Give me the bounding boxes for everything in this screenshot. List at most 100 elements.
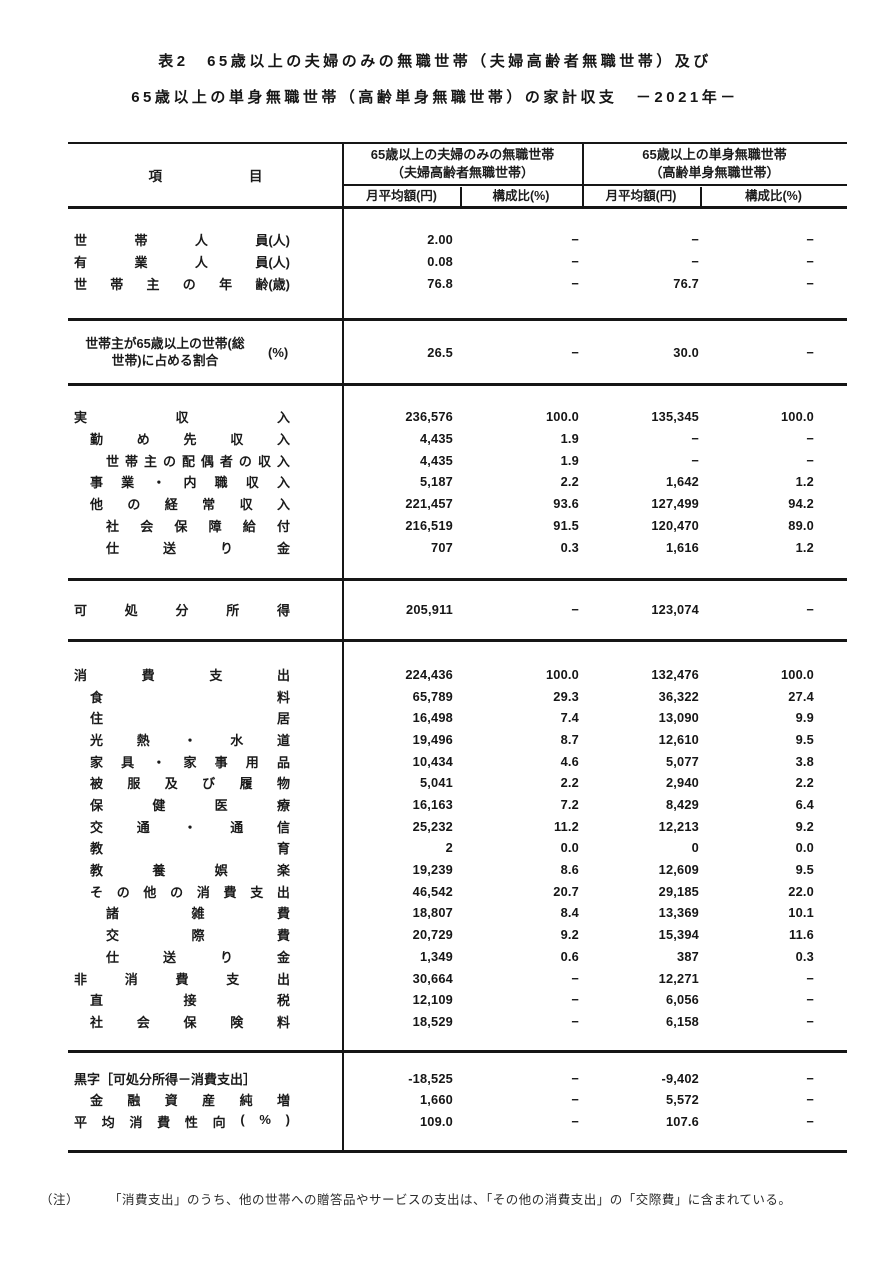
row-label: 世帯主の配偶者の収入: [106, 453, 290, 469]
row-value: −: [806, 1092, 814, 1108]
table-row: 仕送り金 1,349 0.6 387 0.3: [68, 946, 847, 968]
row-value: 19,496: [412, 731, 453, 747]
row-value: 16,498: [412, 710, 453, 726]
row-value: 5,041: [419, 775, 453, 791]
header-monthly-average-couple: 月平均額(円): [366, 189, 437, 203]
row-value: 5,187: [419, 474, 453, 490]
header-composition-ratio-couple: 構成比(%): [492, 189, 550, 203]
row-value: 20.7: [553, 883, 579, 899]
footnote: （注） 「消費支出」のうち、他の世帯への贈答品やサービスの支出は、「その他の消費…: [40, 1189, 870, 1208]
row-label: 教育: [90, 841, 290, 857]
row-value: 2: [445, 840, 453, 856]
table-row: 事業・内職収入 5,187 2.2 1,642 1.2: [68, 471, 847, 493]
table-section-3: 実収入 236,576 100.0 135,345 100.0 勤め先収入 4,435 1.9…: [68, 383, 847, 578]
row-value: 9.5: [795, 862, 814, 878]
item-column-divider: [342, 144, 344, 1151]
table-row: 社会保障給付 216,519 91.5 120,470 89.0: [68, 515, 847, 537]
row-value: 89.0: [788, 517, 814, 533]
row-value: 18,807: [412, 905, 453, 921]
row-value: −: [806, 452, 814, 468]
row-label: 平均消費性向(%): [74, 1111, 290, 1130]
row-value: 387: [677, 948, 699, 964]
row-value: 120,470: [651, 517, 699, 533]
row-value: 91.5: [553, 517, 579, 533]
header-group-couple: 65歳以上の夫婦のみの無職世帯 （夫婦高齢者無職世帯）: [370, 147, 555, 180]
table-row: 平均消費性向(%) 109.0 − 107.6 −: [68, 1111, 847, 1133]
row-value: 18,529: [412, 1013, 453, 1029]
row-value: 9.2: [795, 818, 814, 834]
table-row: 可処分所得 205,911 − 123,074 −: [68, 599, 847, 621]
row-value: −: [571, 1070, 579, 1086]
row-value: 12,213: [658, 818, 699, 834]
header-item-column: 項目: [68, 144, 343, 206]
row-value: 1,349: [419, 948, 453, 964]
header-item-label: 項目: [148, 169, 263, 184]
table-row: 消費支出 224,436 100.0 132,476 100.0: [68, 664, 847, 686]
row-value: 123,074: [651, 602, 699, 618]
row-value: 15,394: [658, 927, 699, 943]
table-row: 住居 16,498 7.4 13,090 9.9: [68, 707, 847, 729]
row-value: -9,402: [661, 1070, 699, 1086]
row-label: 社会保険料: [90, 1014, 290, 1030]
row-value: 2.2: [560, 775, 579, 791]
row-value: 1.9: [560, 452, 579, 468]
row-value: 10.1: [788, 905, 814, 921]
table-row: 食料 65,789 29.3 36,322 27.4: [68, 685, 847, 707]
table-section-5: 消費支出 224,436 100.0 132,476 100.0 食料 65,789 29.3…: [68, 638, 847, 1051]
header-monthly-average-single: 月平均額(円): [605, 189, 677, 203]
row-value: 0.3: [560, 539, 579, 555]
table-row: 交際費 20,729 9.2 15,394 11.6: [68, 924, 847, 946]
household-budget-table: 項目 65歳以上の夫婦のみの無職世帯 （夫婦高齢者無職世帯） 65歳以上の単身無…: [68, 142, 847, 1154]
header-composition-ratio-single: 構成比(%): [745, 189, 802, 203]
row-value: −: [806, 1113, 814, 1129]
row-value: 27.4: [788, 688, 814, 704]
row-value: 1,616: [665, 539, 699, 555]
row-value: −: [691, 452, 699, 468]
row-value: 1.9: [560, 431, 579, 447]
row-value: −: [806, 275, 814, 291]
table-row: 教養娯楽 19,239 8.6 12,609 9.5: [68, 859, 847, 881]
row-value: 2.2: [560, 474, 579, 490]
row-value: 100.0: [545, 409, 579, 425]
table-row: 社会保険料 18,529 − 6,158 −: [68, 1011, 847, 1033]
row-value: −: [571, 1092, 579, 1108]
table-row: 直接税 12,109 − 6,056 −: [68, 989, 847, 1011]
row-label: 世帯主の年齢(歳): [74, 276, 290, 292]
row-value: 0: [691, 840, 699, 856]
row-value: 135,345: [651, 409, 699, 425]
row-label: 非消費支出: [74, 971, 290, 987]
row-value: −: [571, 275, 579, 291]
table-row: 教育 2 0.0 0 0.0: [68, 837, 847, 859]
table-body: 世帯人員(人) 2.00 − − − 有業人員(人) 0.08 − − − 世帯主の年齢(歳) 76.…: [68, 209, 847, 1150]
table-header: 項目 65歳以上の夫婦のみの無職世帯 （夫婦高齢者無職世帯） 65歳以上の単身無…: [68, 144, 847, 209]
row-value: −: [806, 1013, 814, 1029]
row-value: 1.2: [795, 539, 814, 555]
row-label: 有業人員(人): [74, 255, 290, 271]
row-value: 707: [431, 539, 453, 555]
row-label: 被服及び履物: [90, 776, 290, 792]
row-value: 8.4: [560, 905, 579, 921]
row-value: 0.0: [795, 840, 814, 856]
row-value: 127,499: [651, 496, 699, 512]
row-value: 8.6: [560, 862, 579, 878]
row-value: 8,429: [665, 797, 699, 813]
table-section-2: 世帯主が65歳以上の世帯(総 世帯)に占める割合 (%) 26.5 − 30.0 −: [68, 318, 847, 383]
table-row: 金融資産純増 1,660 − 5,572 −: [68, 1089, 847, 1111]
row-value: 11.2: [553, 818, 579, 834]
row-value: 2.2: [795, 775, 814, 791]
row-label: 消費支出: [74, 667, 290, 683]
row-label: 家具・家事用品: [90, 754, 290, 770]
row-value: −: [806, 431, 814, 447]
row-value: 11.6: [788, 927, 814, 943]
table-section-6: 黒字［可処分所得－消費支出］ -18,525 − -9,402 − 金融資産純増 1,660…: [68, 1050, 847, 1150]
row-value: 93.6: [553, 496, 579, 512]
row-value: 221,457: [405, 496, 453, 512]
row-value: 9.9: [795, 710, 814, 726]
row-value: 12,271: [658, 970, 699, 986]
row-value: 100.0: [545, 666, 579, 682]
table-row: 光熱・水道 19,496 8.7 12,610 9.5: [68, 729, 847, 751]
footnote-text: 「消費支出」のうち、他の世帯への贈答品やサービスの支出は、「その他の消費支出」の…: [109, 1193, 792, 1208]
row-value: 12,109: [412, 992, 453, 1008]
row-label: 金融資産純増: [90, 1093, 290, 1109]
row-value: 94.2: [788, 496, 814, 512]
